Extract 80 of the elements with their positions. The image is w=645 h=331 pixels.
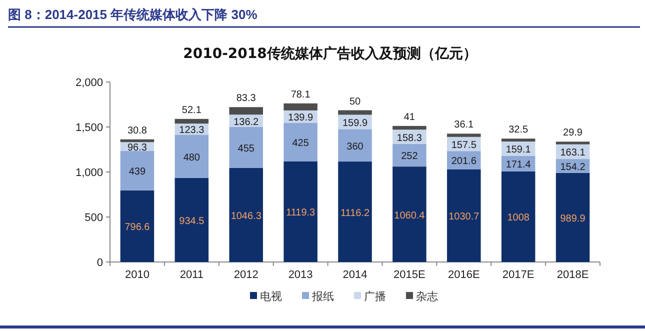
legend-label: 电视 bbox=[260, 290, 282, 303]
bar bbox=[284, 103, 318, 110]
data-label: 78.1 bbox=[290, 89, 311, 100]
y-tick-label: 2,000 bbox=[75, 77, 103, 89]
data-label: 934.5 bbox=[179, 216, 205, 227]
data-label: 159.9 bbox=[342, 118, 368, 129]
bar bbox=[392, 144, 426, 167]
bar bbox=[284, 161, 318, 262]
x-tick-label: 2015E bbox=[394, 269, 426, 281]
data-label: 157.5 bbox=[451, 140, 477, 152]
y-tick-label: 0 bbox=[96, 257, 103, 269]
data-label: 159.1 bbox=[506, 144, 532, 156]
data-label: 96.3 bbox=[127, 142, 148, 154]
x-tick-label: 2010 bbox=[124, 269, 150, 281]
bar bbox=[447, 134, 481, 137]
data-label: 32.5 bbox=[508, 124, 528, 136]
data-label: 29.9 bbox=[563, 128, 583, 139]
data-label: 41 bbox=[404, 112, 416, 123]
data-label: 52.1 bbox=[182, 104, 202, 116]
legend-label: 广播 bbox=[364, 290, 386, 303]
bar bbox=[501, 171, 536, 262]
data-label: 154.2 bbox=[560, 162, 586, 173]
data-label: 171.4 bbox=[506, 160, 532, 171]
bar bbox=[174, 118, 209, 124]
data-label: 201.6 bbox=[451, 156, 477, 168]
data-label: 136.2 bbox=[234, 116, 260, 128]
data-label: 1030.7 bbox=[448, 212, 480, 223]
bar bbox=[174, 178, 209, 262]
x-tick-label: 2011 bbox=[180, 269, 204, 281]
x-tick-label: 2013 bbox=[288, 269, 313, 281]
chart-title: 图 8：2014-2015 年传统媒体收入下降 30% bbox=[8, 7, 258, 22]
bar bbox=[174, 134, 209, 178]
bar bbox=[556, 142, 590, 144]
bar bbox=[392, 166, 426, 262]
x-tick-label: 2012 bbox=[234, 269, 258, 281]
bar bbox=[229, 107, 263, 115]
data-label: 425 bbox=[292, 138, 310, 150]
bar bbox=[338, 162, 372, 262]
bar bbox=[229, 126, 263, 168]
data-label: 989.9 bbox=[560, 213, 586, 224]
data-label: 139.9 bbox=[288, 112, 314, 124]
data-label: 163.1 bbox=[560, 148, 586, 159]
bar bbox=[120, 190, 154, 262]
data-label: 1046.3 bbox=[230, 210, 262, 222]
bar bbox=[556, 172, 590, 262]
x-tick-label: 2018E bbox=[556, 269, 589, 281]
x-tick-label: 2016E bbox=[448, 269, 480, 281]
bar bbox=[338, 129, 372, 162]
data-label: 36.1 bbox=[454, 120, 474, 131]
data-label: 360 bbox=[346, 141, 364, 152]
bar bbox=[120, 139, 154, 142]
bar bbox=[447, 169, 481, 262]
data-label: 158.3 bbox=[396, 132, 422, 144]
data-label: 252 bbox=[401, 151, 418, 162]
legend-label: 杂志 bbox=[416, 290, 438, 303]
data-label: 83.3 bbox=[236, 93, 256, 104]
legend-label: 报纸 bbox=[311, 290, 334, 303]
y-tick-label: 1,000 bbox=[75, 167, 103, 179]
data-label: 30.8 bbox=[127, 125, 148, 136]
data-label: 1008 bbox=[507, 212, 530, 224]
bar bbox=[338, 110, 372, 115]
chart-subtitle: 2010-2018传统媒体广告收入及预测（亿元） bbox=[183, 45, 477, 62]
x-tick-label: 2017E bbox=[502, 269, 534, 281]
y-tick-label: 500 bbox=[84, 212, 103, 224]
data-label: 796.6 bbox=[124, 222, 150, 234]
bar bbox=[392, 126, 426, 130]
data-label: 439 bbox=[128, 166, 146, 178]
data-label: 50 bbox=[349, 96, 361, 108]
bar bbox=[229, 168, 263, 262]
x-tick-label: 2014 bbox=[342, 269, 368, 281]
bar bbox=[120, 150, 154, 190]
y-tick-label: 1,500 bbox=[75, 122, 103, 134]
data-label: 123.3 bbox=[179, 125, 205, 136]
data-label: 1060.4 bbox=[394, 210, 426, 222]
data-label: 455 bbox=[238, 143, 255, 154]
data-label: 1116.2 bbox=[340, 208, 370, 219]
data-label: 480 bbox=[183, 152, 200, 164]
data-label: 1119.3 bbox=[286, 208, 316, 219]
bar bbox=[284, 123, 318, 162]
bar bbox=[501, 138, 536, 142]
